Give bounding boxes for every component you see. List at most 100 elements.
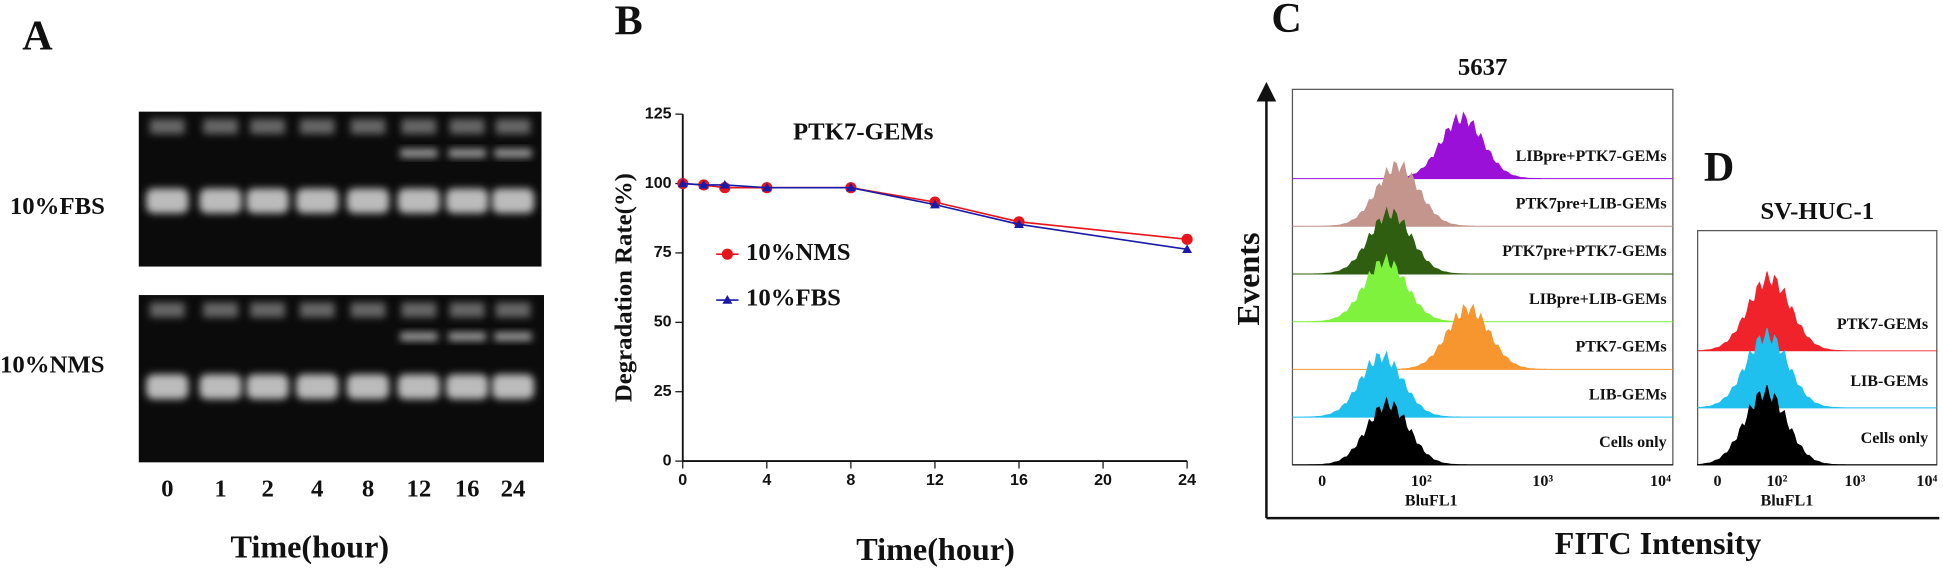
well — [149, 302, 185, 318]
point — [722, 295, 733, 304]
point — [1014, 219, 1024, 229]
point — [929, 199, 940, 209]
y-tick-label: 125 — [645, 104, 672, 122]
well — [299, 302, 335, 318]
well — [250, 119, 286, 134]
x-tick-label: 16 — [1010, 471, 1028, 489]
line — [682, 182, 1188, 241]
well — [250, 302, 286, 318]
band — [246, 188, 289, 214]
panel-letter: D — [1704, 144, 1734, 191]
band — [146, 188, 189, 214]
lane-label: 8 — [362, 476, 374, 503]
point — [1182, 244, 1193, 254]
band — [199, 188, 242, 214]
x-tick-label: 0 — [1318, 473, 1326, 490]
histogram-label: PTK7-GEMs — [1575, 339, 1666, 356]
line — [682, 182, 1188, 251]
x-tick-label: 4 — [762, 471, 771, 489]
chart-title: PTK7-GEMs — [793, 119, 934, 146]
band — [491, 188, 535, 214]
well — [495, 119, 531, 134]
x-tick-label: 10² — [1766, 473, 1787, 490]
band — [448, 148, 486, 158]
panel-title: 5637 — [1458, 54, 1508, 81]
histogram-label: PTK7-GEMs — [1837, 316, 1928, 333]
band — [246, 374, 289, 400]
lane-label: 16 — [455, 476, 480, 503]
x-tick-label: 10⁴ — [1916, 473, 1937, 490]
histogram — [1292, 303, 1673, 370]
band — [448, 332, 486, 341]
y-label: Events — [1230, 232, 1266, 325]
histogram-label: LIB-GEMs — [1850, 373, 1928, 390]
histogram-label: Cells only — [1861, 430, 1929, 447]
band — [446, 374, 489, 400]
band — [296, 374, 339, 400]
well — [299, 119, 335, 134]
histogram — [1697, 327, 1937, 409]
x-label: BluFL1 — [1760, 493, 1813, 510]
lane-label: 4 — [311, 476, 323, 503]
y-tick-label: 0 — [663, 451, 672, 469]
x-tick-label: 8 — [846, 471, 855, 489]
histogram-label: Cells only — [1599, 434, 1667, 451]
point — [761, 182, 772, 192]
histogram — [1697, 271, 1937, 352]
well — [149, 119, 185, 134]
point — [719, 179, 730, 189]
y-label: Degradation Rate(%) — [610, 173, 637, 402]
band — [199, 374, 242, 400]
band — [491, 374, 535, 400]
band — [397, 374, 440, 400]
x-tick-label: 20 — [1094, 471, 1112, 489]
x-label: BluFL1 — [1405, 493, 1458, 510]
legend-label: 10%NMS — [746, 239, 851, 266]
lane-label: 0 — [161, 476, 173, 503]
x-tick-label: 12 — [926, 471, 944, 489]
panel-letter: C — [1271, 0, 1301, 42]
panel-title: SV-HUC-1 — [1760, 198, 1874, 225]
point — [845, 182, 856, 192]
histogram — [1292, 396, 1673, 466]
histogram-label: LIB-GEMs — [1589, 386, 1667, 403]
histogram-label: PTK7pre+LIB-GEMs — [1516, 196, 1667, 213]
well — [203, 302, 238, 318]
y-tick-label: 75 — [654, 243, 672, 261]
well — [449, 302, 485, 318]
well — [350, 119, 386, 134]
well — [401, 302, 437, 318]
lane-label: 12 — [406, 476, 431, 503]
lane-label: 1 — [214, 476, 226, 503]
point — [698, 179, 709, 189]
histogram — [1292, 253, 1673, 323]
well — [203, 119, 238, 134]
band — [146, 374, 189, 400]
point — [721, 248, 733, 260]
x-tick-label: 10² — [1411, 473, 1432, 490]
band — [494, 332, 532, 341]
histogram-label: LIBpre+PTK7-GEMs — [1516, 148, 1667, 165]
well — [401, 119, 437, 134]
lane-label: 2 — [261, 476, 273, 503]
well — [495, 302, 531, 318]
x-tick-label: 0 — [678, 471, 687, 489]
panel-letter: B — [615, 0, 643, 45]
point — [677, 178, 688, 188]
band — [400, 332, 438, 341]
well — [350, 302, 386, 318]
y-tick-label: 25 — [654, 382, 672, 400]
band — [397, 188, 440, 214]
histogram — [1292, 111, 1673, 180]
y-tick-label: 100 — [645, 174, 672, 192]
x-label: Time(hour) — [230, 529, 389, 565]
x-tick-label: 24 — [1178, 471, 1196, 489]
histogram — [1697, 385, 1937, 466]
x-tick-label: 10³ — [1532, 473, 1553, 490]
well — [449, 119, 485, 134]
band — [446, 188, 489, 214]
x-label: Time(hour) — [856, 531, 1015, 567]
axis-title: FITC Intensity — [1555, 525, 1762, 561]
point — [1181, 233, 1193, 245]
